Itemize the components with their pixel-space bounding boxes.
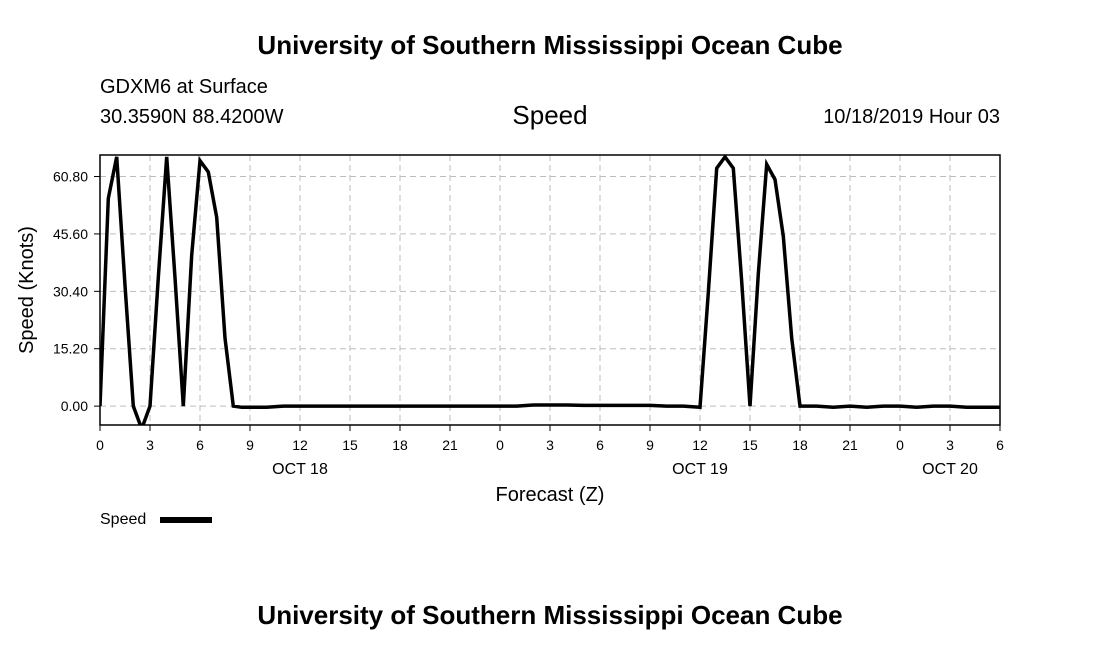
plot-frame xyxy=(99,154,1001,426)
x-tick-label: 12 xyxy=(692,437,708,453)
x-tick-label: 0 xyxy=(496,437,504,453)
x-tick-label: 0 xyxy=(96,437,104,453)
x-tick-label: 3 xyxy=(546,437,554,453)
chart-title: Speed xyxy=(512,100,588,130)
axis-ticks: 0 3 6 9 12 15 18 21 0 3 6 9 12 15 18 21 0 3 6 0.00 15.20 30.4… xyxy=(53,169,1004,478)
x-tick-label: 21 xyxy=(842,437,858,453)
x-tick-label: 9 xyxy=(246,437,254,453)
x-tick-label: 6 xyxy=(196,437,204,453)
day-label: OCT 20 xyxy=(922,461,978,478)
x-tick-label: 15 xyxy=(342,437,358,453)
legend-label: Speed xyxy=(100,511,146,528)
x-tick-label: 3 xyxy=(946,437,954,453)
day-label: OCT 18 xyxy=(272,461,328,478)
x-tick-label: 18 xyxy=(792,437,808,453)
y-tick-label: 45.60 xyxy=(53,226,88,242)
x-tick-label: 12 xyxy=(292,437,308,453)
x-tick-label: 6 xyxy=(996,437,1004,453)
day-label: OCT 19 xyxy=(672,461,728,478)
coordinates-label: 30.3590N 88.4200W xyxy=(100,106,284,128)
x-tick-label: 15 xyxy=(742,437,758,453)
x-tick-label: 6 xyxy=(596,437,604,453)
x-tick-label: 21 xyxy=(442,437,458,453)
bottom-title: University of Southern Mississippi Ocean… xyxy=(257,600,843,630)
date-label: 10/18/2019 Hour 03 xyxy=(823,106,1000,128)
x-tick-label: 3 xyxy=(146,437,154,453)
x-axis-label: Forecast (Z) xyxy=(496,484,605,506)
x-tick-label: 18 xyxy=(392,437,408,453)
y-tick-label: 60.80 xyxy=(53,169,88,185)
top-title: University of Southern Mississippi Ocean… xyxy=(257,30,843,60)
series-layer xyxy=(100,155,1000,425)
y-tick-label: 15.20 xyxy=(53,341,88,357)
y-tick-label: 30.40 xyxy=(53,283,88,299)
x-tick-label: 0 xyxy=(896,437,904,453)
station-label: GDXM6 at Surface xyxy=(100,76,268,98)
series-line-speed xyxy=(100,155,1000,425)
y-axis-label: Speed (Knots) xyxy=(16,226,38,354)
x-tick-label: 9 xyxy=(646,437,654,453)
y-tick-label: 0.00 xyxy=(61,398,88,414)
grid xyxy=(100,155,1000,425)
legend: Speed xyxy=(100,511,212,528)
